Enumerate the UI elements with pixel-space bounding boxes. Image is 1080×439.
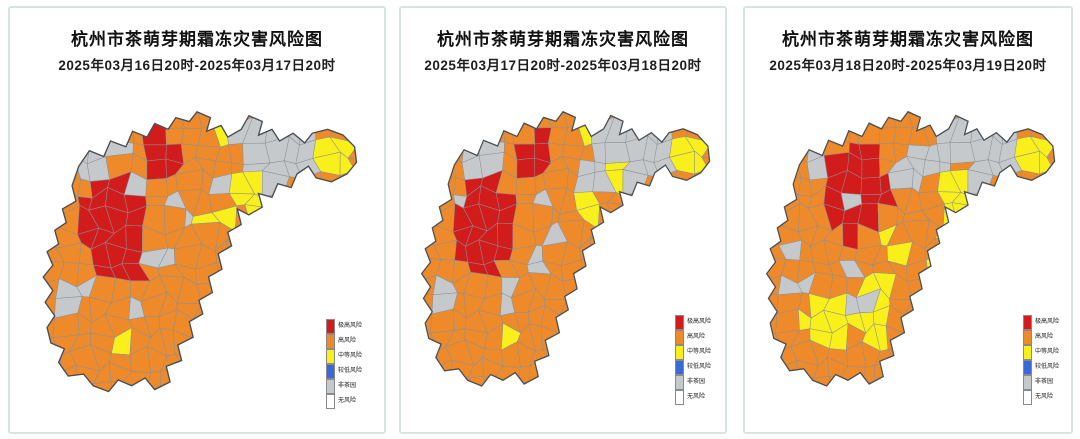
legend-item: 较低风险: [325, 364, 362, 379]
city-boundary: [420, 110, 711, 387]
legend-item: 非茶园: [674, 375, 711, 390]
map-date-range: 2025年03月17日20时-2025年03月18日20时: [424, 58, 702, 73]
legend-swatch: [325, 364, 335, 379]
legend-swatch: [1022, 315, 1032, 330]
legend-swatch: [674, 375, 684, 390]
legend-label: 非茶园: [337, 383, 356, 389]
hangzhou-risk-map: [42, 110, 358, 393]
risk-map-card: 杭州市茶萌芽期霜冻灾害风险图 2025年03月18日20时-2025年03月19…: [743, 6, 1073, 434]
township-cells: [766, 111, 1055, 386]
legend-swatch: [1022, 375, 1032, 390]
legend-swatch: [1022, 390, 1032, 405]
township-cells: [43, 111, 357, 392]
legend-item: 中等风险: [325, 349, 362, 364]
legend-item: 较低风险: [1022, 360, 1059, 375]
hangzhou-risk-map: [765, 110, 1056, 387]
legend-item: 较低风险: [674, 360, 711, 375]
legend-item: 高风险: [1022, 330, 1059, 345]
map-title: 杭州市茶萌芽期霜冻灾害风险图: [71, 30, 323, 49]
legend-swatch: [325, 379, 335, 394]
legend-label: 高风险: [337, 338, 356, 344]
city-boundary: [765, 110, 1056, 387]
legend-label: 高风险: [1034, 334, 1053, 340]
legend-swatch: [325, 319, 335, 334]
legend-swatch: [674, 330, 684, 345]
map-area: 极高风险高风险中等风险较低风险非茶园无风险: [10, 106, 384, 412]
legend-label: 中等风险: [1034, 349, 1059, 355]
legend-item: 无风险: [674, 390, 711, 405]
map-date-range: 2025年03月16日20时-2025年03月17日20时: [58, 58, 336, 73]
legend-swatch: [325, 334, 335, 349]
hangzhou-risk-map: [749, 106, 1067, 406]
legend-label: 无风险: [686, 394, 705, 400]
risk-map-card: 杭州市茶萌芽期霜冻灾害风险图 2025年03月17日20时-2025年03月18…: [399, 6, 727, 434]
legend-label: 无风险: [1034, 394, 1053, 400]
map-area: 极高风险高风险中等风险较低风险非茶园无风险: [401, 106, 725, 406]
legend-label: 极高风险: [337, 323, 362, 329]
legend-swatch: [1022, 360, 1032, 375]
map-title: 杭州市茶萌芽期霜冻灾害风险图: [782, 30, 1034, 49]
legend-swatch: [674, 360, 684, 375]
legend-swatch: [1022, 330, 1032, 345]
legend-item: 高风险: [674, 330, 711, 345]
legend-label: 非茶园: [686, 379, 705, 385]
legend-item: 无风险: [1022, 390, 1059, 405]
legend-label: 高风险: [686, 334, 705, 340]
legend-swatch: [674, 390, 684, 405]
legend-label: 较低风险: [686, 364, 711, 370]
map-legend: 极高风险高风险中等风险较低风险非茶园无风险: [1021, 314, 1061, 406]
legend-swatch: [1022, 345, 1032, 360]
legend-swatch: [325, 394, 335, 409]
legend-item: 非茶园: [1022, 375, 1059, 390]
legend-item: 中等风险: [1022, 345, 1059, 360]
legend-swatch: [674, 315, 684, 330]
risk-map-card: 杭州市茶萌芽期霜冻灾害风险图 2025年03月16日20时-2025年03月17…: [8, 6, 386, 434]
map-legend: 极高风险高风险中等风险较低风险非茶园无风险: [673, 314, 713, 406]
legend-item: 非茶园: [325, 379, 362, 394]
legend-label: 中等风险: [337, 353, 362, 359]
legend-swatch: [674, 345, 684, 360]
legend-label: 极高风险: [686, 319, 711, 325]
legend-label: 无风险: [337, 398, 356, 404]
legend-label: 极高风险: [1034, 319, 1059, 325]
hangzhou-risk-map: [24, 106, 370, 412]
map-title: 杭州市茶萌芽期霜冻灾害风险图: [437, 30, 689, 49]
legend-label: 较低风险: [1034, 364, 1059, 370]
legend-item: 极高风险: [1022, 315, 1059, 330]
legend-item: 中等风险: [674, 345, 711, 360]
legend-label: 较低风险: [337, 368, 362, 374]
legend-label: 非茶园: [1034, 379, 1053, 385]
legend-swatch: [325, 349, 335, 364]
legend-item: 无风险: [325, 394, 362, 409]
map-area: 极高风险高风险中等风险较低风险非茶园无风险: [745, 106, 1071, 406]
legend-item: 高风险: [325, 334, 362, 349]
map-legend: 极高风险高风险中等风险较低风险非茶园无风险: [324, 318, 364, 410]
legend-label: 中等风险: [686, 349, 711, 355]
map-date-range: 2025年03月18日20时-2025年03月19日20时: [769, 58, 1047, 73]
legend-item: 极高风险: [674, 315, 711, 330]
city-boundary: [42, 110, 358, 393]
legend-item: 极高风险: [325, 319, 362, 334]
